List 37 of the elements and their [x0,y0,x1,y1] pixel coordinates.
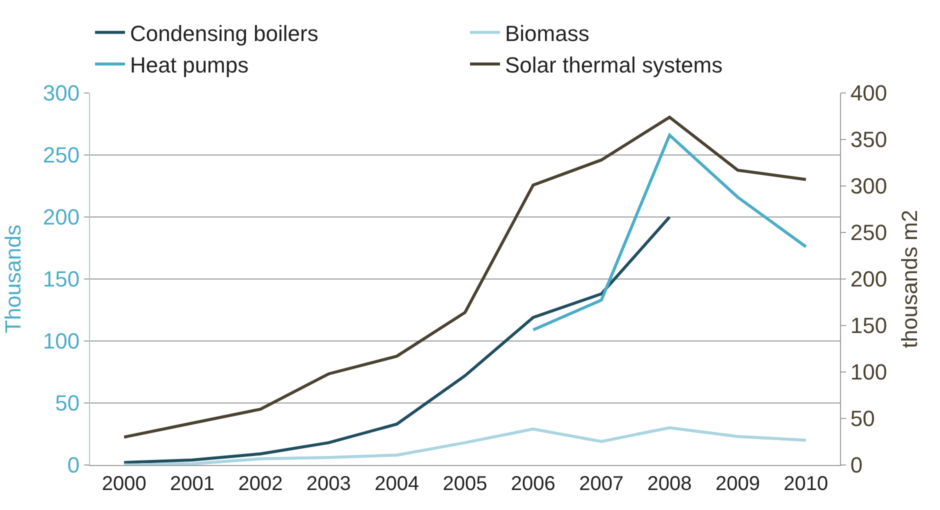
y2-tick-label: 50 [850,406,875,432]
y-tick-label: 150 [42,266,80,292]
y2-axis-title: thousands m2 [897,210,922,348]
x-tick-label: 2007 [579,473,624,495]
y2-tick-label: 0 [850,452,863,478]
x-tick-label: 2009 [715,473,760,495]
x-tick-label: 2005 [442,473,488,495]
y2-tick-label: 350 [850,127,888,152]
y-tick-label: 100 [42,328,80,354]
x-tick-label: 2001 [170,473,215,495]
x-tick-label: 2002 [238,473,283,495]
y-tick-label: 0 [67,452,80,478]
x-tick-label: 2006 [510,473,556,495]
legend-label: Condensing boilers [130,20,318,46]
y2-tick-label: 200 [850,266,888,292]
y2-tick-label: 400 [850,80,888,106]
y2-tick-label: 250 [850,220,888,246]
x-tick-label: 2000 [102,473,146,495]
y-tick-label: 300 [42,80,80,106]
y-tick-label: 250 [42,142,80,168]
x-tick-label: 2010 [784,473,828,495]
x-tick-label: 2003 [306,473,351,495]
y-tick-label: 200 [42,204,80,230]
line-series [122,426,808,465]
x-tick-label: 2004 [374,473,420,495]
line-series [532,134,808,332]
y-axis-title: Thousands [0,224,26,334]
y-tick-label: 50 [55,390,80,416]
line-series [122,216,672,464]
x-tick-label: 2008 [647,473,692,495]
y2-tick-label: 150 [850,313,888,338]
legend-label: Biomass [505,20,590,46]
legend-label: Solar thermal systems [505,52,723,78]
legend-label: Heat pumps [130,52,249,78]
y2-tick-label: 100 [850,360,888,385]
y2-tick-label: 300 [850,174,888,199]
line-series [122,116,808,439]
